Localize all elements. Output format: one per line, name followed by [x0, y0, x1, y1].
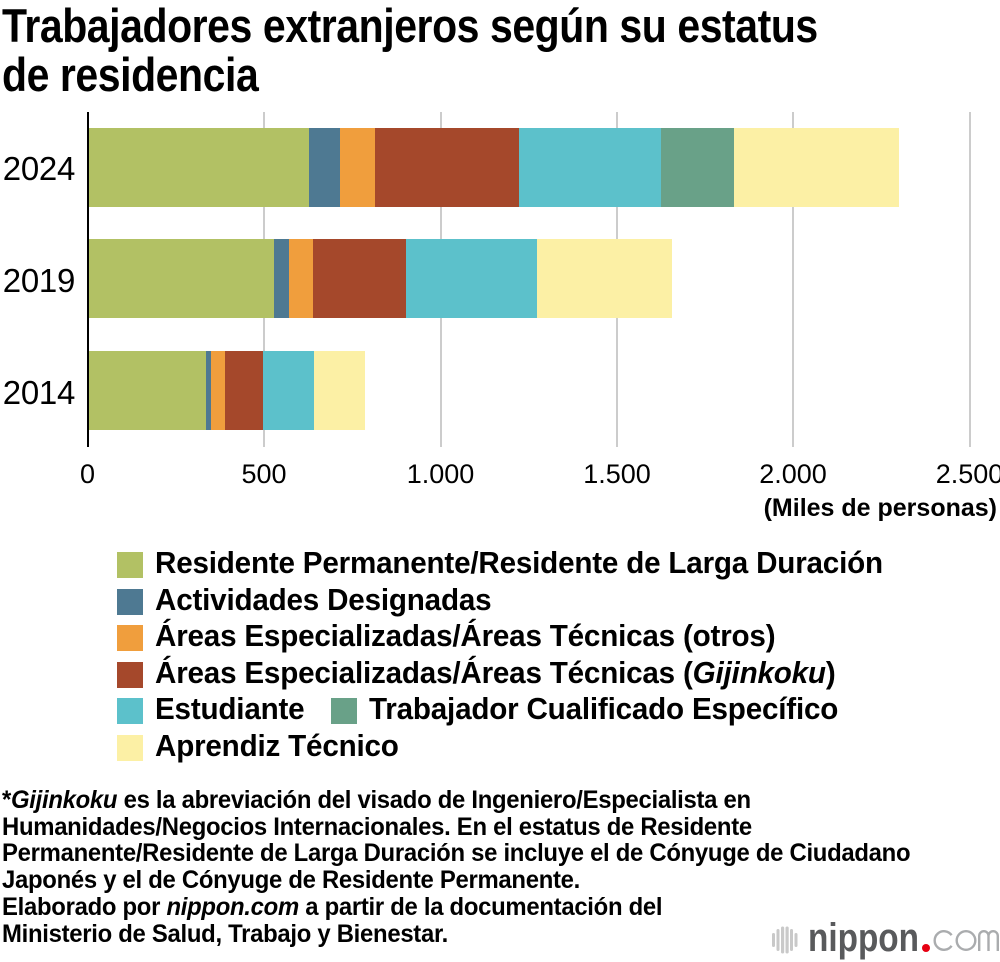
svg-text:nippon: nippon [808, 916, 919, 960]
